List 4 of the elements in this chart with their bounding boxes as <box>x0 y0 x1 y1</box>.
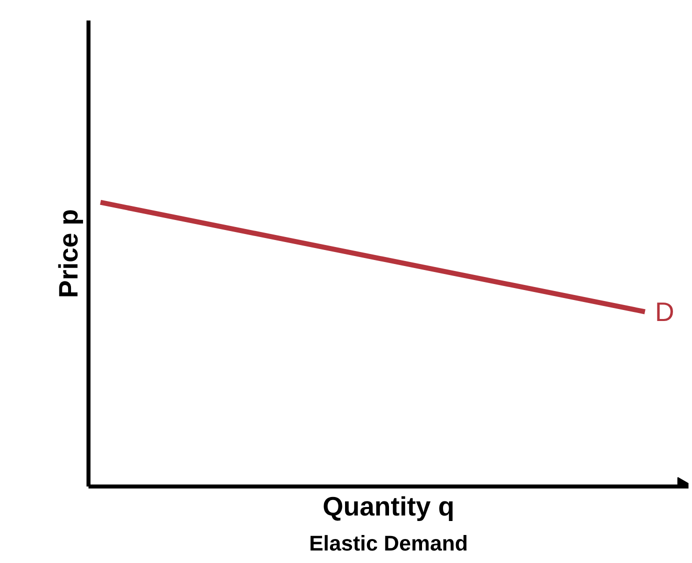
x-axis-title: Quantity q <box>322 492 454 522</box>
series-label: D <box>654 296 674 327</box>
text: Elastic Demand <box>309 532 468 556</box>
y-axis-title: Price p <box>54 209 84 298</box>
